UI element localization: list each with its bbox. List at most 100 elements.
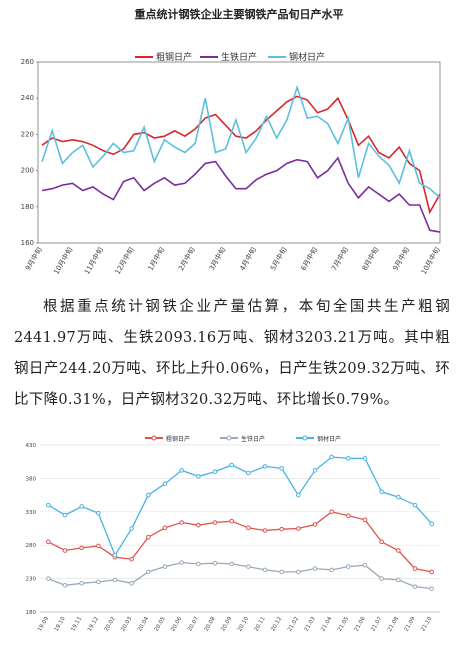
legend-label: 生铁日产	[221, 51, 257, 63]
y-tick-label: 220	[21, 130, 34, 138]
y-tick-label: 260	[21, 58, 34, 66]
y-tick-label: 240	[21, 94, 34, 102]
data-point	[379, 539, 384, 545]
data-point	[379, 489, 384, 495]
legend-label: 生铁日产	[241, 435, 265, 443]
data-point	[179, 560, 184, 565]
data-point	[362, 517, 368, 523]
series-line	[41, 156, 441, 233]
x-tick-label: 5月中旬	[268, 246, 289, 273]
x-tick-label: 19.09	[37, 616, 50, 633]
x-tick-label: 20.08	[204, 616, 217, 633]
x-tick-label: 20.11	[254, 616, 267, 633]
data-point	[212, 560, 218, 566]
data-point	[196, 522, 201, 528]
legend-marker	[151, 435, 157, 441]
data-point	[279, 526, 284, 532]
data-point	[146, 534, 151, 540]
data-point	[229, 518, 234, 524]
x-tick-label: 20.05	[154, 616, 167, 633]
data-point	[296, 526, 301, 531]
data-point	[46, 539, 51, 545]
data-point	[96, 579, 101, 585]
data-point	[429, 521, 434, 527]
data-point	[396, 494, 401, 500]
data-point	[396, 548, 401, 553]
data-point	[379, 576, 384, 581]
data-point	[62, 582, 68, 588]
x-tick-label: 8月中旬	[360, 246, 381, 273]
data-point	[262, 567, 268, 573]
x-tick-label: 21.10	[420, 616, 433, 633]
data-point	[262, 528, 268, 533]
data-point	[229, 561, 234, 567]
data-point	[329, 454, 334, 460]
x-tick-label: 21.09	[404, 616, 417, 633]
data-point	[412, 502, 418, 508]
x-tick-label: 4月中旬	[238, 246, 259, 273]
data-point	[146, 569, 151, 575]
x-tick-label: 20.12	[270, 616, 283, 633]
data-point	[79, 545, 84, 551]
data-point	[46, 502, 51, 508]
x-tick-label: 20.02	[104, 616, 117, 633]
x-tick-label: 9月中旬	[391, 246, 412, 273]
data-point	[346, 513, 351, 519]
data-point	[396, 577, 401, 583]
data-point	[412, 566, 418, 571]
data-point	[79, 504, 84, 509]
data-point	[229, 462, 234, 468]
data-point	[179, 468, 184, 473]
data-point	[96, 543, 101, 549]
series-line	[48, 561, 432, 590]
data-point	[312, 522, 318, 527]
data-point	[62, 548, 68, 553]
data-point	[129, 556, 134, 562]
chart-title: 重点统计钢铁企业主要钢铁产品旬日产水平	[135, 7, 344, 21]
data-point	[412, 584, 418, 589]
series-line	[47, 456, 433, 557]
x-tick-label: 1月中旬	[146, 246, 167, 273]
data-point	[179, 520, 184, 525]
legend-label: 钢材日产	[317, 435, 341, 443]
data-point	[196, 561, 201, 567]
x-tick-label: 21.05	[337, 616, 350, 633]
x-tick-label: 9月中旬	[23, 246, 44, 273]
x-tick-label: 12月中旬	[113, 246, 136, 276]
y-tick-label: 280	[26, 543, 37, 549]
x-tick-label: 21.03	[304, 616, 317, 633]
x-tick-label: 20.04	[137, 616, 150, 633]
data-point	[262, 464, 268, 469]
data-point	[429, 586, 434, 591]
data-point	[46, 576, 51, 581]
x-tick-label: 20.06	[170, 616, 183, 633]
y-tick-label: 430	[26, 443, 37, 449]
legend-marker	[302, 435, 308, 441]
data-point	[296, 569, 301, 575]
data-point	[79, 580, 84, 586]
data-point	[162, 564, 168, 569]
x-tick-label: 10月中旬	[419, 246, 442, 276]
data-point	[212, 520, 218, 525]
data-point	[196, 474, 201, 479]
x-tick-label: 21.02	[287, 616, 300, 633]
data-point	[312, 468, 318, 473]
data-point	[96, 510, 101, 516]
data-point	[246, 525, 251, 531]
paragraph: 根据重点统计钢铁企业产量估算，本旬全国共生产粗钢2441.97万吨、生铁2093…	[14, 299, 450, 408]
x-tick-label: 3月中旬	[207, 246, 228, 273]
data-point	[429, 569, 434, 575]
data-point	[246, 470, 251, 476]
legend-marker	[226, 435, 232, 441]
y-tick-label: 180	[26, 610, 37, 616]
x-tick-label: 21.08	[387, 616, 400, 633]
data-point	[212, 469, 218, 475]
data-point	[62, 512, 68, 518]
data-point	[346, 456, 351, 461]
x-tick-label: 2月中旬	[176, 246, 197, 273]
x-tick-label: 19.12	[87, 616, 100, 633]
data-point	[329, 509, 334, 515]
legend-label: 粗钢日产	[166, 435, 190, 443]
x-tick-label: 10月中旬	[52, 246, 75, 276]
data-point	[362, 562, 368, 568]
